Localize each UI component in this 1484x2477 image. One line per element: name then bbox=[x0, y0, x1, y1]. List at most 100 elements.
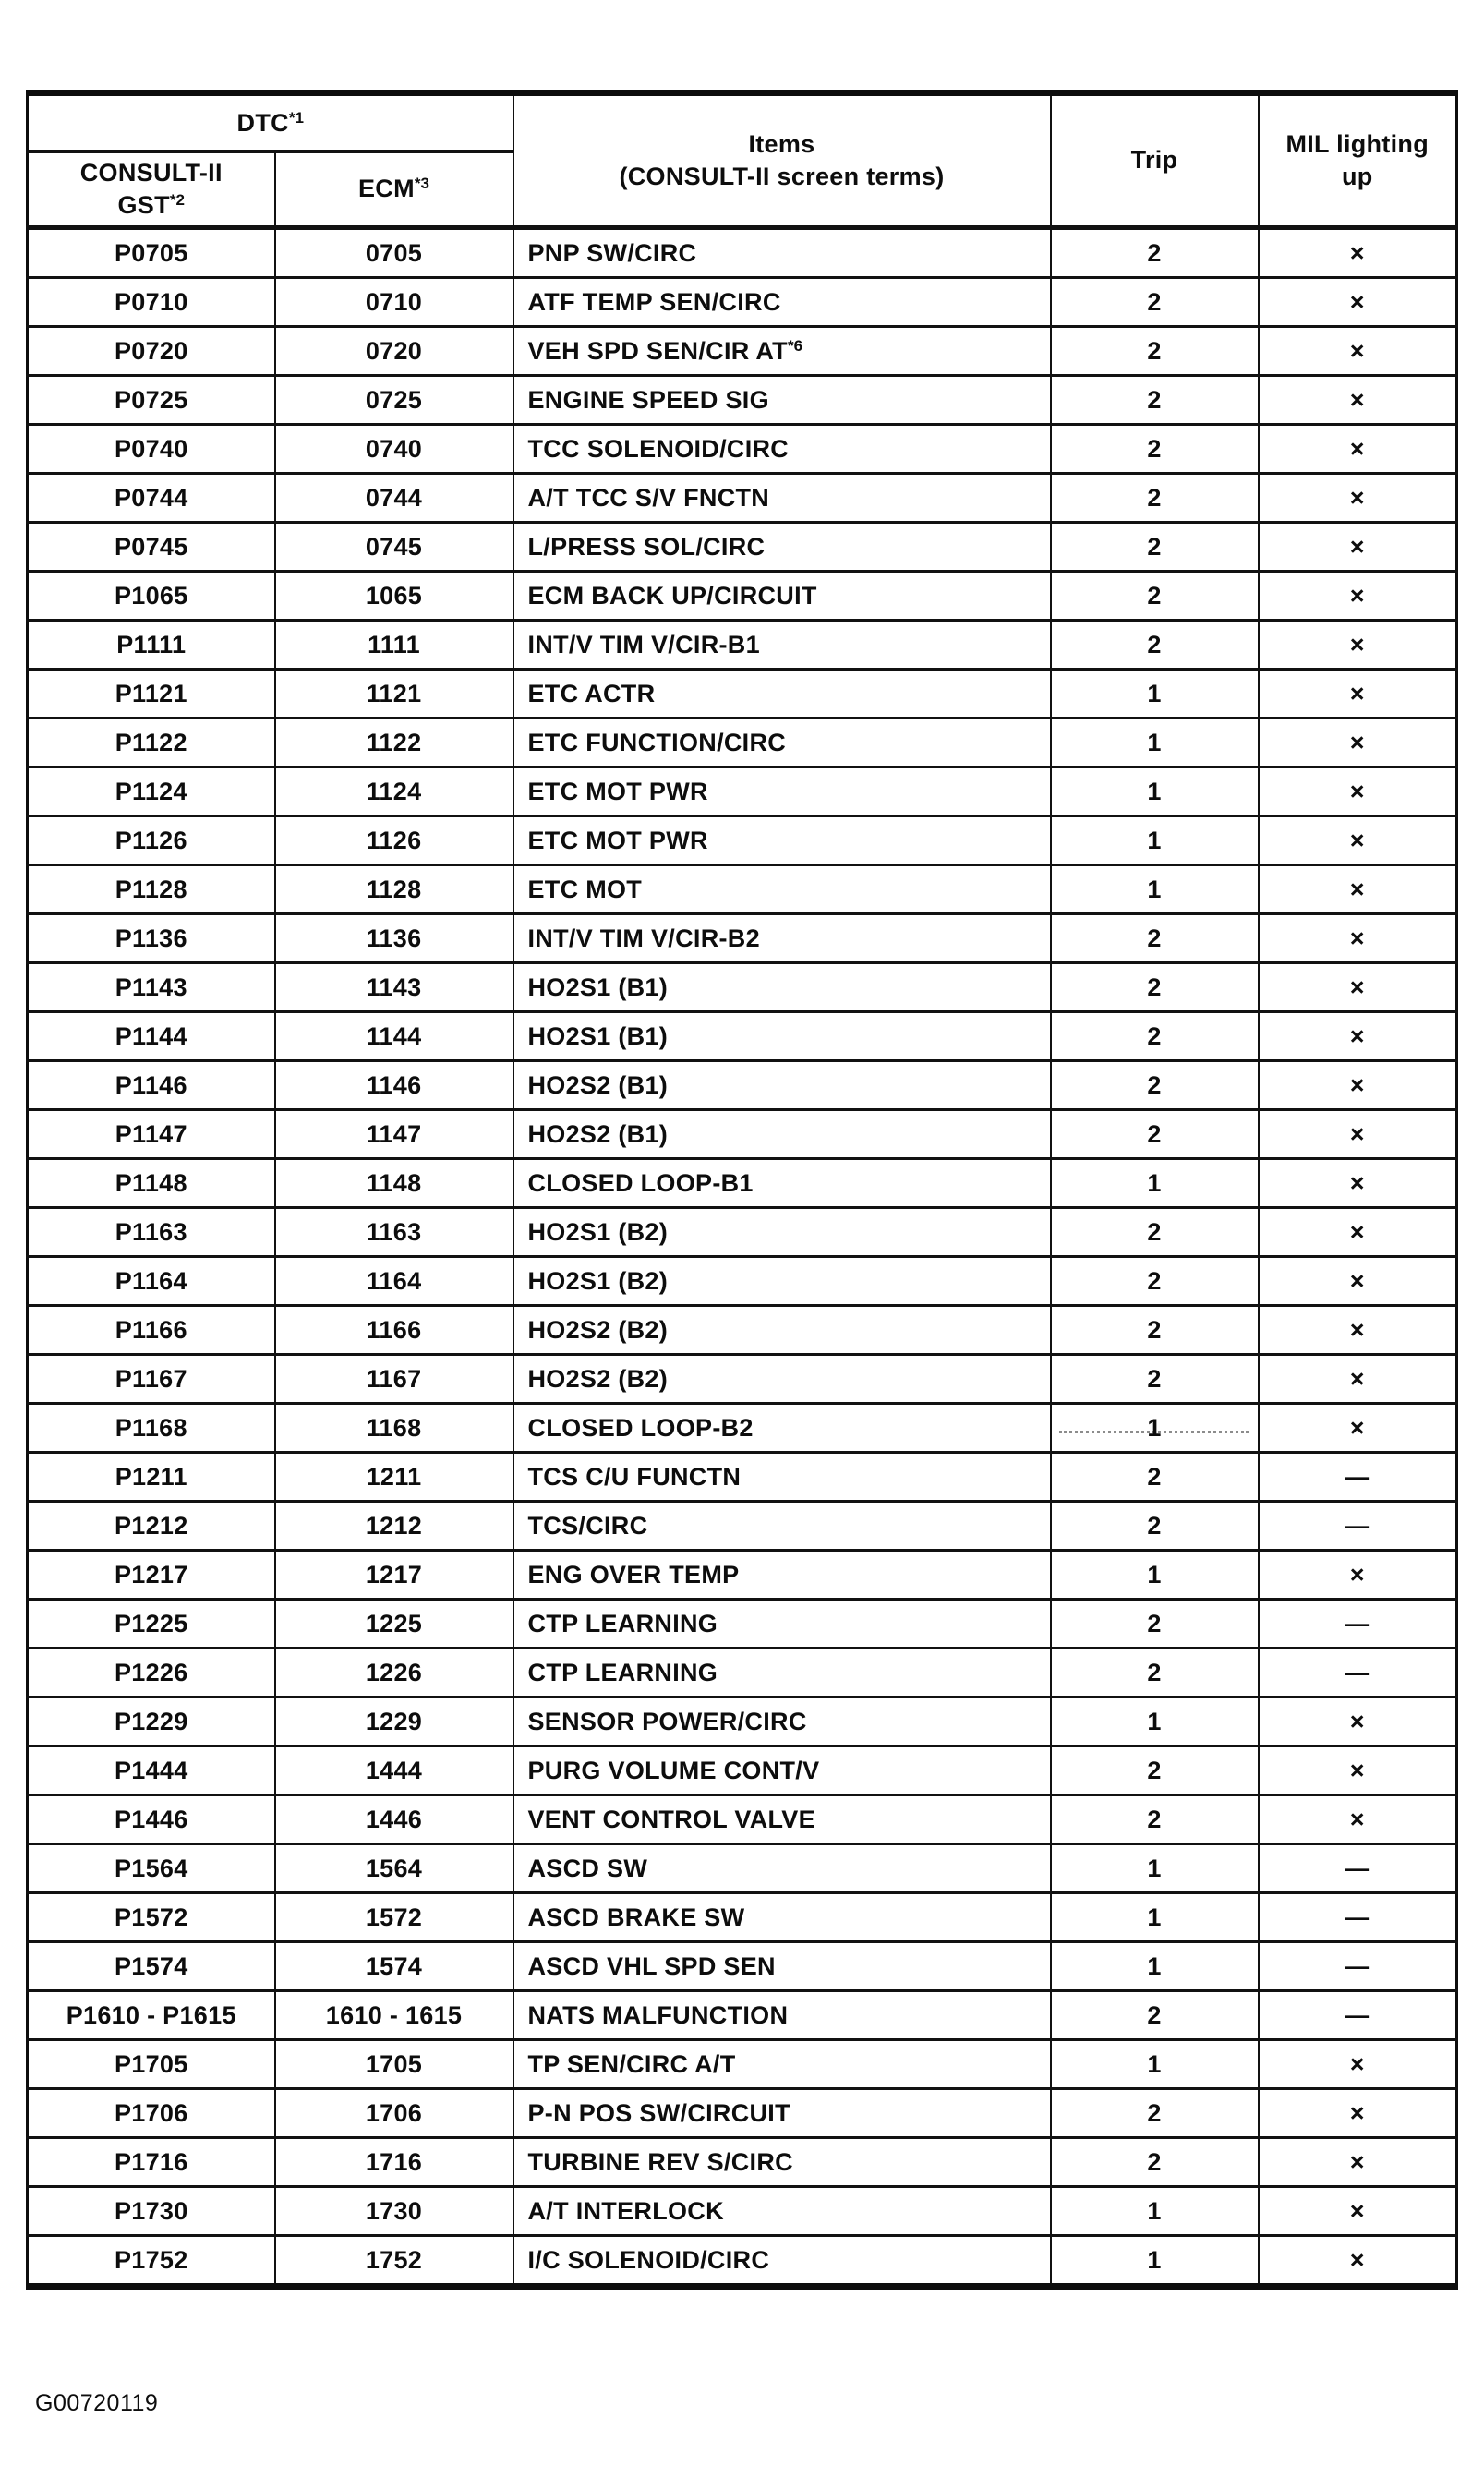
item-footnote: *6 bbox=[787, 336, 803, 355]
cell-consult-gst-code: P1564 bbox=[26, 1843, 276, 1894]
mil-value: × bbox=[1349, 1070, 1365, 1099]
cell-mil-lighting: × bbox=[1257, 521, 1458, 573]
cell-ecm-code: 0705 bbox=[273, 226, 514, 279]
mil-value: × bbox=[1349, 924, 1365, 952]
cell-mil-lighting: — bbox=[1257, 1598, 1458, 1649]
cell-item: PURG VOLUME CONT/V bbox=[512, 1745, 1052, 1796]
table-row: P1716 1716 TURBINE REV S/CIRC 2 × bbox=[26, 2136, 1458, 2188]
cell-trip: 2 bbox=[1049, 1598, 1260, 1649]
cell-item: TCS C/U FUNCTN bbox=[512, 1451, 1052, 1503]
cell-item: A/T TCC S/V FNCTN bbox=[512, 472, 1052, 524]
item-label: ATF TEMP SEN/CIRC bbox=[527, 287, 781, 316]
cell-trip: 2 bbox=[1049, 521, 1260, 573]
item-label: ASCD BRAKE SW bbox=[527, 1903, 745, 1931]
cell-trip: 1 bbox=[1049, 1891, 1260, 1943]
item-label: I/C SOLENOID/CIRC bbox=[527, 2245, 770, 2274]
table-row: P0745 0745 L/PRESS SOL/CIRC 2 × bbox=[26, 521, 1458, 573]
trip-value: 2 bbox=[1147, 1364, 1162, 1393]
mil-value: — bbox=[1345, 1609, 1370, 1637]
cell-consult-gst-code: P1144 bbox=[26, 1010, 276, 1062]
trip-value: 2 bbox=[1147, 1658, 1162, 1686]
item-label: NATS MALFUNCTION bbox=[527, 2000, 789, 2029]
mil-value: × bbox=[1349, 2147, 1365, 2176]
item-label: ETC FUNCTION/CIRC bbox=[527, 728, 787, 756]
cell-mil-lighting: — bbox=[1257, 1451, 1458, 1503]
table-row: P0740 0740 TCC SOLENOID/CIRC 2 × bbox=[26, 423, 1458, 475]
item-label: VENT CONTROL VALVE bbox=[527, 1805, 815, 1833]
cell-ecm-code: 1164 bbox=[273, 1255, 514, 1307]
item-label: CLOSED LOOP-B2 bbox=[527, 1413, 754, 1442]
cell-ecm-code: 1226 bbox=[273, 1647, 514, 1698]
item-label: ASCD VHL SPD SEN bbox=[527, 1951, 776, 1980]
cell-item: TURBINE REV S/CIRC bbox=[512, 2136, 1052, 2188]
cell-item: CLOSED LOOP-B1 bbox=[512, 1157, 1052, 1209]
cell-ecm-code: 1147 bbox=[273, 1108, 514, 1160]
trip-value: 2 bbox=[1147, 1756, 1162, 1784]
trip-value: 2 bbox=[1147, 1315, 1162, 1344]
cell-consult-gst-code: P1126 bbox=[26, 815, 276, 866]
table-row: P0725 0725 ENGINE SPEED SIG 2 × bbox=[26, 374, 1458, 426]
cell-consult-gst-code: P0725 bbox=[26, 374, 276, 426]
cell-mil-lighting: × bbox=[1257, 1402, 1458, 1454]
cell-consult-gst-code: P1122 bbox=[26, 717, 276, 768]
cell-item: ECM BACK UP/CIRCUIT bbox=[512, 570, 1052, 622]
cell-trip: 2 bbox=[1049, 961, 1260, 1013]
cell-ecm-code: 1111 bbox=[273, 619, 514, 671]
trip-value: 1 bbox=[1147, 1413, 1162, 1442]
table-row: P1225 1225 CTP LEARNING 2 — bbox=[26, 1598, 1458, 1649]
cell-consult-gst-code: P1143 bbox=[26, 961, 276, 1013]
mil-value: × bbox=[1349, 1119, 1365, 1148]
table-row: P0710 0710 ATF TEMP SEN/CIRC 2 × bbox=[26, 276, 1458, 328]
cell-ecm-code: 1564 bbox=[273, 1843, 514, 1894]
cell-mil-lighting: — bbox=[1257, 1500, 1458, 1552]
trip-value: 2 bbox=[1147, 1609, 1162, 1637]
cell-mil-lighting: × bbox=[1257, 1157, 1458, 1209]
cell-ecm-code: 1144 bbox=[273, 1010, 514, 1062]
cell-item: INT/V TIM V/CIR-B2 bbox=[512, 912, 1052, 964]
mil-value: × bbox=[1349, 336, 1365, 365]
cell-trip: 1 bbox=[1049, 1940, 1260, 1992]
trip-value: 2 bbox=[1147, 1217, 1162, 1246]
mil-value: × bbox=[1349, 2196, 1365, 2225]
table-row: P1121 1121 ETC ACTR 1 × bbox=[26, 668, 1458, 719]
item-label: VEH SPD SEN/CIR AT bbox=[527, 336, 788, 365]
cell-mil-lighting: × bbox=[1257, 766, 1458, 817]
cell-item: ENGINE SPEED SIG bbox=[512, 374, 1052, 426]
cell-consult-gst-code: P1574 bbox=[26, 1940, 276, 1992]
cell-consult-gst-code: P1167 bbox=[26, 1353, 276, 1405]
cell-mil-lighting: × bbox=[1257, 2038, 1458, 2090]
item-label: HO2S1 (B1) bbox=[527, 973, 669, 1001]
cell-ecm-code: 1065 bbox=[273, 570, 514, 622]
table-row: P1148 1148 CLOSED LOOP-B1 1 × bbox=[26, 1157, 1458, 1209]
cell-consult-gst-code: P1706 bbox=[26, 2087, 276, 2139]
cell-mil-lighting: × bbox=[1257, 1549, 1458, 1601]
table-row: P1166 1166 HO2S2 (B2) 2 × bbox=[26, 1304, 1458, 1356]
mil-value: × bbox=[1349, 1217, 1365, 1246]
item-label: HO2S2 (B2) bbox=[527, 1364, 669, 1393]
header-consult-line1: CONSULT-II bbox=[79, 158, 223, 187]
cell-mil-lighting: × bbox=[1257, 717, 1458, 768]
cell-ecm-code: 1143 bbox=[273, 961, 514, 1013]
item-label: HO2S1 (B1) bbox=[527, 1021, 669, 1050]
cell-mil-lighting: × bbox=[1257, 864, 1458, 915]
cell-trip: 2 bbox=[1049, 1451, 1260, 1503]
trip-value: 2 bbox=[1147, 336, 1162, 365]
cell-trip: 2 bbox=[1049, 1745, 1260, 1796]
cell-trip: 2 bbox=[1049, 1010, 1260, 1062]
cell-ecm-code: 1167 bbox=[273, 1353, 514, 1405]
cell-item: CTP LEARNING bbox=[512, 1598, 1052, 1649]
dtc-table: DTC*1 Items (CONSULT-II screen terms) Tr… bbox=[26, 90, 1458, 2290]
trip-value: 1 bbox=[1147, 1560, 1162, 1589]
cell-trip: 2 bbox=[1049, 1304, 1260, 1356]
cell-trip: 1 bbox=[1049, 2185, 1260, 2237]
cell-mil-lighting: × bbox=[1257, 961, 1458, 1013]
cell-ecm-code: 1730 bbox=[273, 2185, 514, 2237]
cell-trip: 2 bbox=[1049, 1206, 1260, 1258]
cell-item: TCC SOLENOID/CIRC bbox=[512, 423, 1052, 475]
cell-ecm-code: 1128 bbox=[273, 864, 514, 915]
table-header: DTC*1 Items (CONSULT-II screen terms) Tr… bbox=[26, 91, 1458, 230]
mil-value: × bbox=[1349, 238, 1365, 267]
table-row: P1706 1706 P-N POS SW/CIRCUIT 2 × bbox=[26, 2087, 1458, 2139]
cell-item: ASCD BRAKE SW bbox=[512, 1891, 1052, 1943]
table-row: P1574 1574 ASCD VHL SPD SEN 1 — bbox=[26, 1940, 1458, 1992]
